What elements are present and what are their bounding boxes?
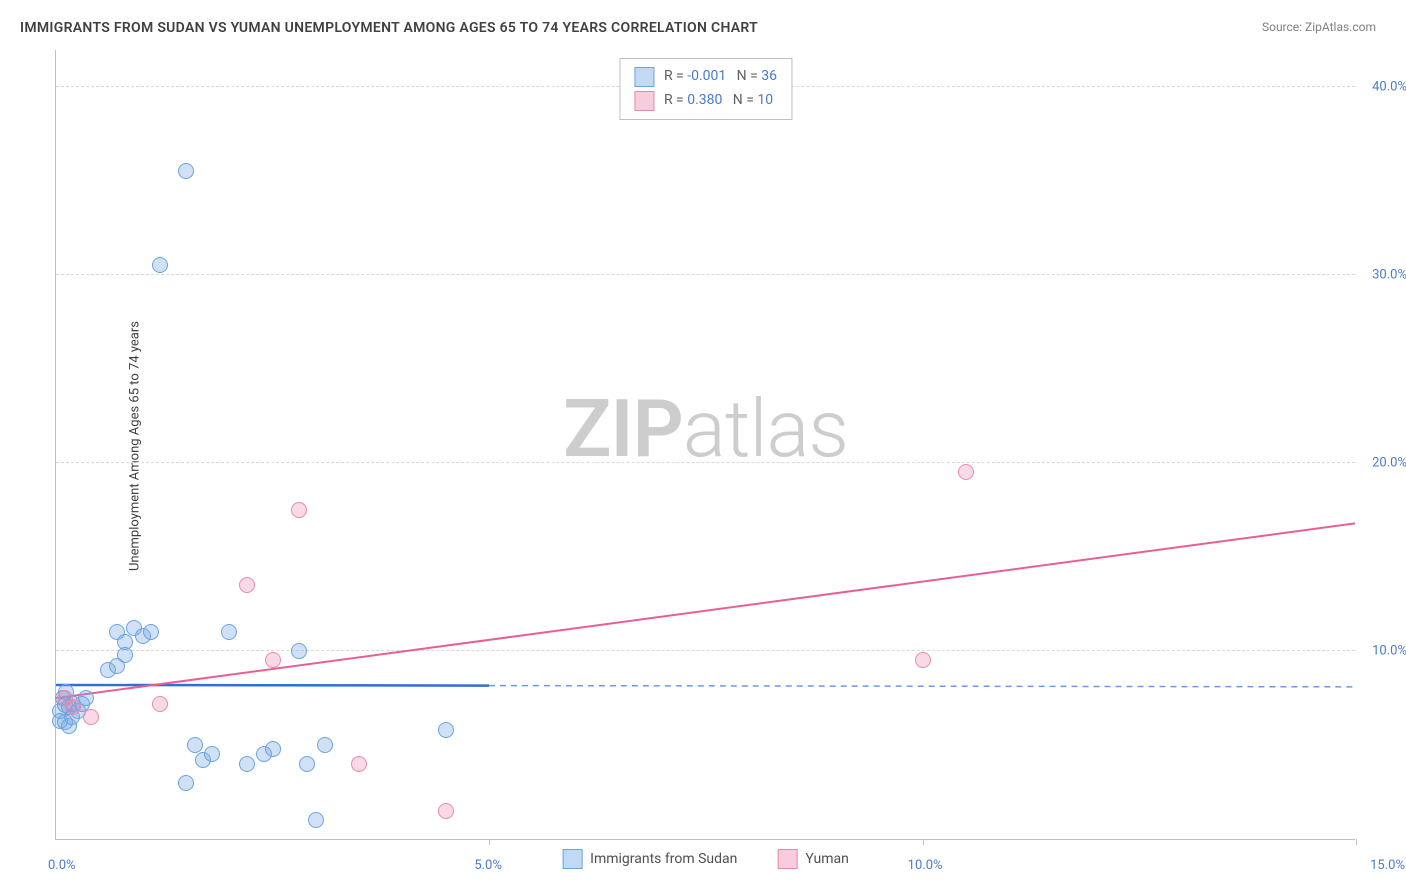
x-tick <box>489 839 490 845</box>
x-tick-label: 10.0% <box>908 858 943 873</box>
scatter-point <box>958 464 974 480</box>
legend-label: Immigrants from Sudan <box>590 851 737 867</box>
correlation-legend: R = -0.001 N = 36R = 0.380 N = 10 <box>619 58 792 120</box>
y-tick-label: 10.0% <box>1372 643 1406 658</box>
x-tick <box>1356 839 1357 845</box>
legend-swatch <box>777 849 797 869</box>
scatter-point <box>915 652 931 668</box>
trend-line-solid <box>56 523 1355 698</box>
source-attribution: Source: ZipAtlas.com <box>1262 20 1376 34</box>
gridline-h <box>56 462 1355 463</box>
legend-item: Yuman <box>777 849 848 869</box>
scatter-point <box>239 577 255 593</box>
legend-row: R = -0.001 N = 36 <box>634 65 777 89</box>
scatter-point <box>221 624 237 640</box>
series-legend: Immigrants from Sudan Yuman <box>562 849 849 869</box>
scatter-point <box>299 756 315 772</box>
scatter-point <box>438 803 454 819</box>
trend-line-solid <box>56 685 489 686</box>
scatter-point <box>351 756 367 772</box>
scatter-point <box>308 812 324 828</box>
scatter-point <box>438 722 454 738</box>
legend-swatch <box>634 91 654 111</box>
legend-text: R = -0.001 N = 36 <box>664 65 777 89</box>
trend-lines <box>56 50 1355 839</box>
scatter-point <box>204 746 220 762</box>
scatter-point <box>265 741 281 757</box>
scatter-point <box>317 737 333 753</box>
scatter-point <box>178 163 194 179</box>
legend-swatch <box>634 67 654 87</box>
scatter-point <box>152 696 168 712</box>
scatter-point <box>291 643 307 659</box>
chart-title: IMMIGRANTS FROM SUDAN VS YUMAN UNEMPLOYM… <box>20 20 758 36</box>
trend-line-dashed <box>489 686 1355 687</box>
legend-item: Immigrants from Sudan <box>562 849 737 869</box>
scatter-point <box>187 737 203 753</box>
x-tick-label: 5.0% <box>474 858 502 873</box>
scatter-point <box>152 257 168 273</box>
y-tick-label: 30.0% <box>1372 267 1406 282</box>
legend-label: Yuman <box>805 851 848 867</box>
scatter-point <box>265 652 281 668</box>
scatter-point <box>291 502 307 518</box>
x-tick-label: 15.0% <box>1370 858 1405 873</box>
legend-row: R = 0.380 N = 10 <box>634 89 777 113</box>
y-tick-label: 20.0% <box>1372 455 1406 470</box>
gridline-h <box>56 274 1355 275</box>
gridline-h <box>56 650 1355 651</box>
y-tick-label: 40.0% <box>1372 79 1406 94</box>
legend-swatch <box>562 849 582 869</box>
scatter-point <box>65 699 81 715</box>
legend-text: R = 0.380 N = 10 <box>664 89 773 113</box>
scatter-point <box>178 775 194 791</box>
scatter-point <box>117 647 133 663</box>
scatter-point <box>143 624 159 640</box>
x-tick <box>923 839 924 845</box>
chart-plot-area: ZIPatlas 10.0%20.0%30.0%40.0%0.0%5.0%10.… <box>55 50 1355 840</box>
scatter-point <box>83 709 99 725</box>
scatter-point <box>239 756 255 772</box>
x-tick-label: 0.0% <box>48 858 76 873</box>
